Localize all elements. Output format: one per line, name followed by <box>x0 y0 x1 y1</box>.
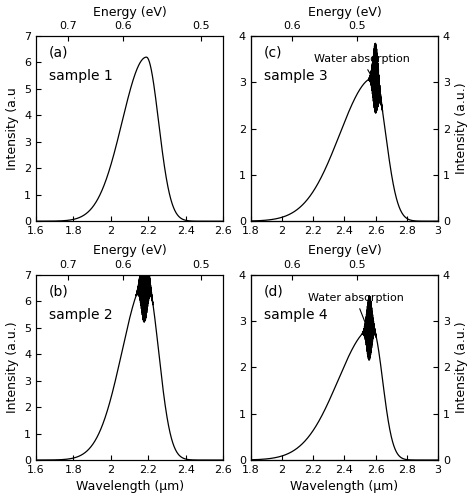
Y-axis label: Intensity (a.u.): Intensity (a.u.) <box>456 83 468 174</box>
Text: sample 3: sample 3 <box>264 69 328 83</box>
X-axis label: Energy (eV): Energy (eV) <box>93 5 166 18</box>
Text: Water absorption: Water absorption <box>308 293 404 329</box>
Text: (c): (c) <box>264 45 283 59</box>
Text: sample 2: sample 2 <box>49 308 113 322</box>
Text: (a): (a) <box>49 45 69 59</box>
Text: (d): (d) <box>264 284 284 298</box>
X-axis label: Energy (eV): Energy (eV) <box>308 245 381 257</box>
X-axis label: Wavelength (μm): Wavelength (μm) <box>291 481 399 494</box>
X-axis label: Energy (eV): Energy (eV) <box>308 5 381 18</box>
Text: Water absorption: Water absorption <box>314 54 410 80</box>
Text: sample 4: sample 4 <box>264 308 328 322</box>
Text: sample 1: sample 1 <box>49 69 113 83</box>
Text: (b): (b) <box>49 284 69 298</box>
X-axis label: Energy (eV): Energy (eV) <box>93 245 166 257</box>
Y-axis label: Intensity (a.u: Intensity (a.u <box>6 87 18 170</box>
Y-axis label: Intensity (a.u.): Intensity (a.u.) <box>456 321 468 413</box>
Y-axis label: Intensity (a.u.): Intensity (a.u.) <box>6 321 18 413</box>
X-axis label: Wavelength (μm): Wavelength (μm) <box>75 481 183 494</box>
